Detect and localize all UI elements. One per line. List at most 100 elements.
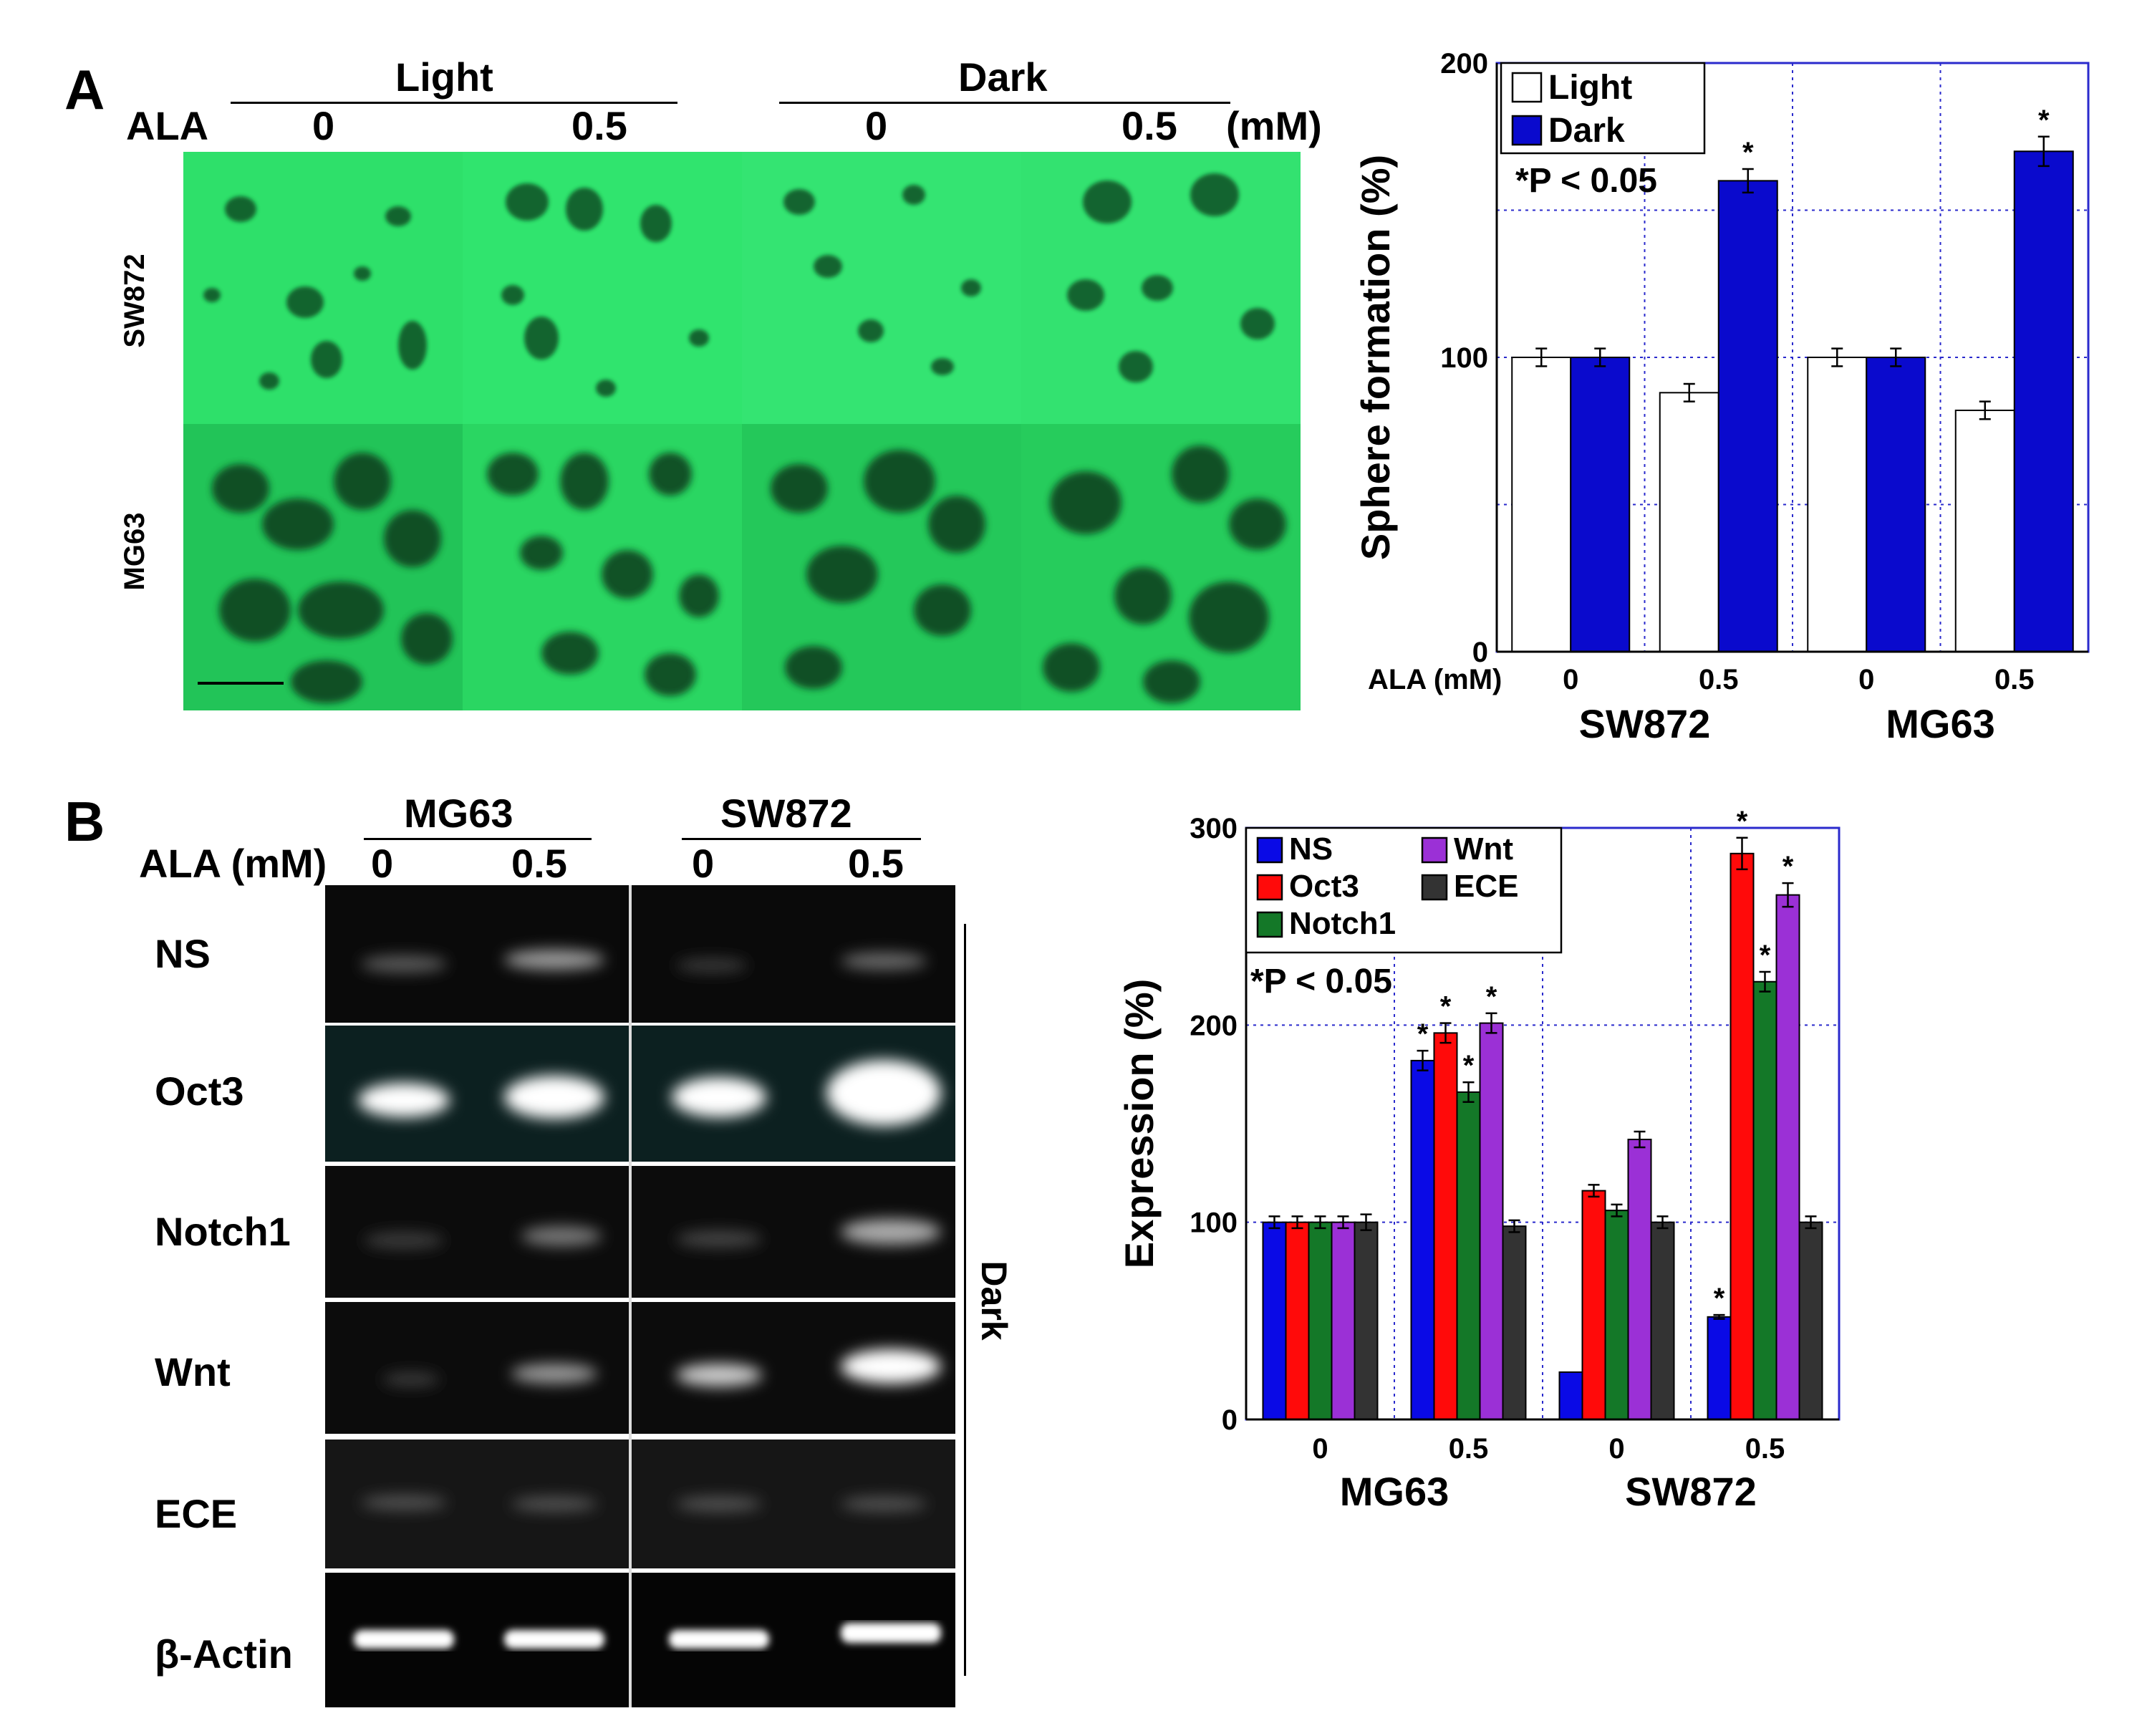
y-tick-label: 300	[1190, 813, 1238, 844]
unit-label: (mM)	[1226, 103, 1322, 148]
bar-ns-3	[1707, 1316, 1732, 1420]
dose-label-2: 0.5	[571, 103, 627, 148]
bars: **	[1511, 105, 2074, 653]
bar-ece-1	[1502, 1225, 1527, 1420]
bar-oct3-2	[1581, 1190, 1606, 1420]
row-label-mg63: MG63	[119, 512, 150, 591]
grid	[1497, 63, 2088, 652]
bar-wnt-1	[1479, 1022, 1504, 1420]
bar-dark-0	[1570, 357, 1631, 652]
gel-dose-1: 0	[371, 841, 394, 886]
x-tick-label: 0	[1608, 1433, 1624, 1465]
sphere-blobs	[203, 173, 1275, 397]
gene-label-ece: ECE	[155, 1491, 238, 1536]
significance-star: *	[1417, 1018, 1429, 1050]
legend-swatch-ece	[1421, 874, 1448, 901]
significance-note: *P < 0.05	[1250, 963, 1392, 1000]
significance-star: *	[1783, 851, 1794, 882]
legend-swatch-oct3	[1256, 874, 1283, 901]
dose-label-1: 0	[312, 103, 335, 148]
gel-bands	[358, 950, 941, 1511]
gel-dose-4: 0.5	[848, 841, 904, 886]
x-categories: 0 0.5 0 0.5	[1312, 1433, 1785, 1465]
x-tick-label: 0	[1312, 1433, 1328, 1465]
sphere-micrographs	[183, 152, 1301, 710]
bar-ece-3	[1798, 1221, 1823, 1421]
expression-chart: * * * * * * * * 0 100 200 300 0 0.5 0 0.5 MG63 SW872 E…	[1116, 806, 1841, 1514]
bar-ns-0	[1262, 1221, 1287, 1421]
legend: Light Dark	[1500, 62, 1706, 155]
legend-swatch-ns	[1256, 836, 1283, 864]
mg63-group-label: MG63	[404, 791, 513, 836]
gel-strips	[325, 885, 955, 1707]
significance-star: *	[1486, 981, 1497, 1013]
y-tick-label: 100	[1440, 342, 1488, 374]
x-tick-label: 0.5	[1699, 664, 1739, 695]
group-label: MG63	[1886, 701, 1995, 746]
beta-actin-bands	[354, 1623, 941, 1649]
gene-label-beta-actin: β-Actin	[155, 1631, 293, 1677]
gene-label-wnt: Wnt	[155, 1349, 231, 1394]
legend-label-light: Light	[1548, 69, 1632, 107]
bar-oct3-1	[1433, 1032, 1458, 1420]
sphere-clusters	[212, 445, 1286, 703]
bar-light-1	[1659, 392, 1719, 652]
bar-light-0	[1511, 357, 1572, 652]
significance-star: *	[1463, 1050, 1475, 1081]
bar-wnt-2	[1627, 1139, 1652, 1420]
x-tick-label: 0	[1563, 664, 1578, 695]
x-tick-label: 0.5	[1449, 1433, 1489, 1465]
micrograph-sw872-light-0	[183, 152, 463, 424]
significance-note: *P < 0.05	[1515, 162, 1657, 200]
bars: * * * * * * * *	[1262, 806, 1823, 1421]
dark-side-label: Dark	[974, 1260, 1014, 1341]
ala-axis-label: ALA (mM)	[1368, 664, 1502, 695]
gel-dose-3: 0	[692, 841, 715, 886]
dark-bracket-line	[779, 102, 1230, 104]
y-tick-label: 200	[1190, 1010, 1238, 1041]
y-axis-label: Sphere formation (%)	[1353, 155, 1398, 560]
legend-swatch-wnt	[1421, 836, 1448, 864]
significance-star: *	[1714, 1283, 1725, 1314]
gene-label-ns: NS	[155, 931, 211, 976]
bar-notch1-1	[1456, 1091, 1481, 1420]
bar-light-2	[1807, 357, 1868, 652]
legend-label-notch1: Notch1	[1289, 906, 1396, 941]
bar-notch1-3	[1752, 980, 1777, 1420]
y-ticks: 0 100 200	[1440, 48, 2088, 668]
group-label: MG63	[1340, 1469, 1449, 1514]
mg63-bracket-line	[364, 838, 592, 840]
significance-star: *	[1440, 991, 1452, 1023]
bar-ns-1	[1410, 1059, 1435, 1420]
legend-label-oct3: Oct3	[1289, 869, 1359, 904]
bar-light-3	[1954, 409, 2015, 652]
y-tick-label: 0	[1222, 1404, 1238, 1436]
x-tick-label: 0	[1858, 664, 1874, 695]
significance-star: *	[1760, 940, 1771, 971]
significance-star: *	[2038, 105, 2050, 136]
bar-notch1-2	[1604, 1210, 1629, 1420]
bar-dark-2	[1866, 357, 1926, 652]
y-tick-label: 200	[1440, 48, 1488, 79]
y-tick-label: 100	[1190, 1207, 1238, 1239]
group-labels: SW872 MG63	[1579, 701, 1995, 746]
bar-oct3-0	[1285, 1221, 1310, 1421]
group-labels: MG63 SW872	[1340, 1469, 1757, 1514]
dark-condition-label: Dark	[958, 54, 1048, 100]
legend-label-wnt: Wnt	[1454, 831, 1513, 867]
light-bracket-line	[231, 102, 677, 104]
dose-label-3: 0	[865, 103, 888, 148]
y-axis-label: Expression (%)	[1116, 979, 1162, 1269]
group-label: SW872	[1579, 701, 1711, 746]
ala-mm-label: ALA (mM)	[139, 841, 327, 886]
row-label-sw872: SW872	[119, 254, 150, 348]
bar-ece-2	[1650, 1221, 1675, 1421]
bar-dark-1	[1717, 180, 1778, 652]
legend-swatch-notch1	[1256, 911, 1283, 938]
legend-swatch-light	[1511, 72, 1543, 103]
sw872-bracket-line	[682, 838, 921, 840]
bar-notch1-0	[1308, 1221, 1333, 1421]
